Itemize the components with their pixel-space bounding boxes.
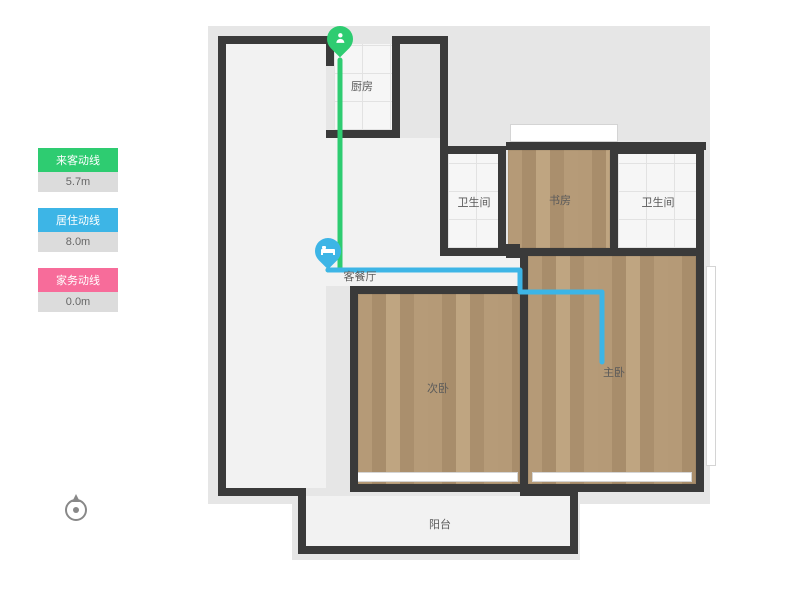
floorplan: 厨房卫生间 书房 卫生间客餐厅次卧 主卧阳台 bbox=[190, 16, 740, 576]
wall bbox=[696, 146, 704, 256]
room-label: 卫生间 bbox=[642, 194, 675, 210]
wall bbox=[618, 248, 704, 256]
room-label: 书房 bbox=[549, 192, 571, 208]
guest-marker bbox=[327, 26, 353, 60]
room-living3 bbox=[440, 256, 520, 286]
wall bbox=[350, 286, 358, 490]
wall bbox=[498, 146, 506, 256]
wall bbox=[218, 36, 334, 44]
window bbox=[510, 124, 618, 142]
resident-marker bbox=[315, 238, 341, 272]
wall bbox=[326, 130, 400, 138]
room-label: 次卧 bbox=[427, 380, 449, 396]
legend-item-housework: 家务动线 0.0m bbox=[38, 268, 118, 312]
wall bbox=[618, 146, 704, 154]
window bbox=[532, 472, 692, 482]
room-label: 主卧 bbox=[603, 364, 625, 380]
room-living bbox=[226, 44, 326, 488]
wall bbox=[570, 488, 578, 554]
legend: 来客动线 5.7m 居住动线 8.0m 家务动线 0.0m bbox=[38, 148, 118, 328]
legend-value: 0.0m bbox=[38, 292, 118, 312]
compass-icon bbox=[60, 492, 92, 524]
wall bbox=[440, 248, 506, 256]
legend-value: 8.0m bbox=[38, 232, 118, 252]
room-label: 卫生间 bbox=[458, 194, 491, 210]
wall bbox=[610, 146, 618, 256]
room-living2 bbox=[326, 138, 440, 286]
room-label: 阳台 bbox=[429, 516, 451, 532]
legend-label: 居住动线 bbox=[38, 208, 118, 232]
window bbox=[356, 472, 518, 482]
legend-label: 家务动线 bbox=[38, 268, 118, 292]
wall bbox=[218, 488, 306, 496]
legend-label: 来客动线 bbox=[38, 148, 118, 172]
window bbox=[706, 266, 716, 466]
person-icon bbox=[334, 32, 346, 47]
legend-item-resident: 居住动线 8.0m bbox=[38, 208, 118, 252]
wall bbox=[298, 488, 306, 554]
room-label: 客餐厅 bbox=[344, 268, 377, 284]
wall bbox=[298, 546, 578, 554]
bed-icon bbox=[321, 244, 335, 258]
wall bbox=[218, 36, 226, 496]
wall bbox=[520, 488, 578, 496]
legend-item-guest: 来客动线 5.7m bbox=[38, 148, 118, 192]
wall bbox=[392, 36, 400, 138]
room-label: 厨房 bbox=[351, 78, 373, 94]
wall bbox=[350, 286, 528, 294]
wall bbox=[440, 146, 506, 154]
wall bbox=[696, 248, 704, 492]
wall bbox=[350, 484, 528, 492]
legend-value: 5.7m bbox=[38, 172, 118, 192]
